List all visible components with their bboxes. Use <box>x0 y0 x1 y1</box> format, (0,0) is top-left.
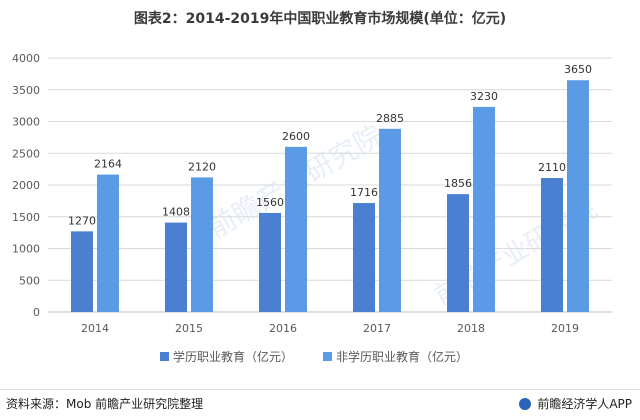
x-tick-label: 2016 <box>269 322 297 335</box>
bar-1 <box>447 194 469 312</box>
bar-1 <box>165 222 187 312</box>
data-label: 1408 <box>162 206 190 219</box>
source-note: 资料来源：Mob 前瞻产业研究院整理 <box>6 397 204 411</box>
y-tick-label: 0 <box>33 306 40 319</box>
y-tick-label: 4000 <box>12 52 40 65</box>
data-label: 2600 <box>282 130 310 143</box>
bar-1 <box>71 231 93 312</box>
brand-logo-icon <box>519 398 532 410</box>
x-tick-label: 2019 <box>551 322 579 335</box>
y-tick-label: 1000 <box>12 243 40 256</box>
data-label: 1856 <box>444 177 472 190</box>
data-label: 1716 <box>350 186 378 199</box>
bar-1 <box>541 178 563 312</box>
y-tick-label: 500 <box>19 274 40 287</box>
legend-swatch-1 <box>160 352 169 361</box>
legend-label-1: 学历职业教育（亿元） <box>173 349 293 364</box>
bar-2 <box>379 128 401 312</box>
data-label: 2120 <box>188 160 216 173</box>
x-tick-label: 2014 <box>81 322 109 335</box>
x-tick-label: 2018 <box>457 322 485 335</box>
y-tick-label: 3500 <box>12 84 40 97</box>
bar-1 <box>259 212 281 312</box>
brand-text: 前瞻经济学人APP <box>537 397 632 411</box>
bar-2 <box>473 106 495 313</box>
data-label: 3650 <box>564 63 592 76</box>
bar-1 <box>353 203 375 312</box>
x-tick-label: 2015 <box>175 322 203 335</box>
y-tick-label: 2000 <box>12 179 40 192</box>
brand-label: 前瞻经济学人APP <box>519 395 632 412</box>
footer-divider <box>0 389 640 390</box>
y-tick-label: 2500 <box>12 147 40 160</box>
chart-title: 图表2：2014-2019年中国职业教育市场规模(单位：亿元) <box>133 11 507 27</box>
bar-2 <box>567 80 589 312</box>
data-label: 3230 <box>470 90 498 103</box>
data-label: 2885 <box>376 112 404 125</box>
x-tick-label: 2017 <box>363 322 391 335</box>
legend-swatch-2 <box>323 352 333 361</box>
data-label: 2164 <box>94 158 122 171</box>
y-tick-label: 1500 <box>12 211 40 224</box>
bar-2 <box>97 174 119 312</box>
data-label: 1560 <box>256 196 284 209</box>
y-tick-label: 3000 <box>12 116 40 129</box>
bar-2 <box>285 146 307 312</box>
legend-label-2: 非学历职业教育（亿元） <box>336 349 468 364</box>
data-label: 1270 <box>68 214 96 227</box>
data-label: 2110 <box>538 161 566 174</box>
bar-2 <box>191 177 213 312</box>
